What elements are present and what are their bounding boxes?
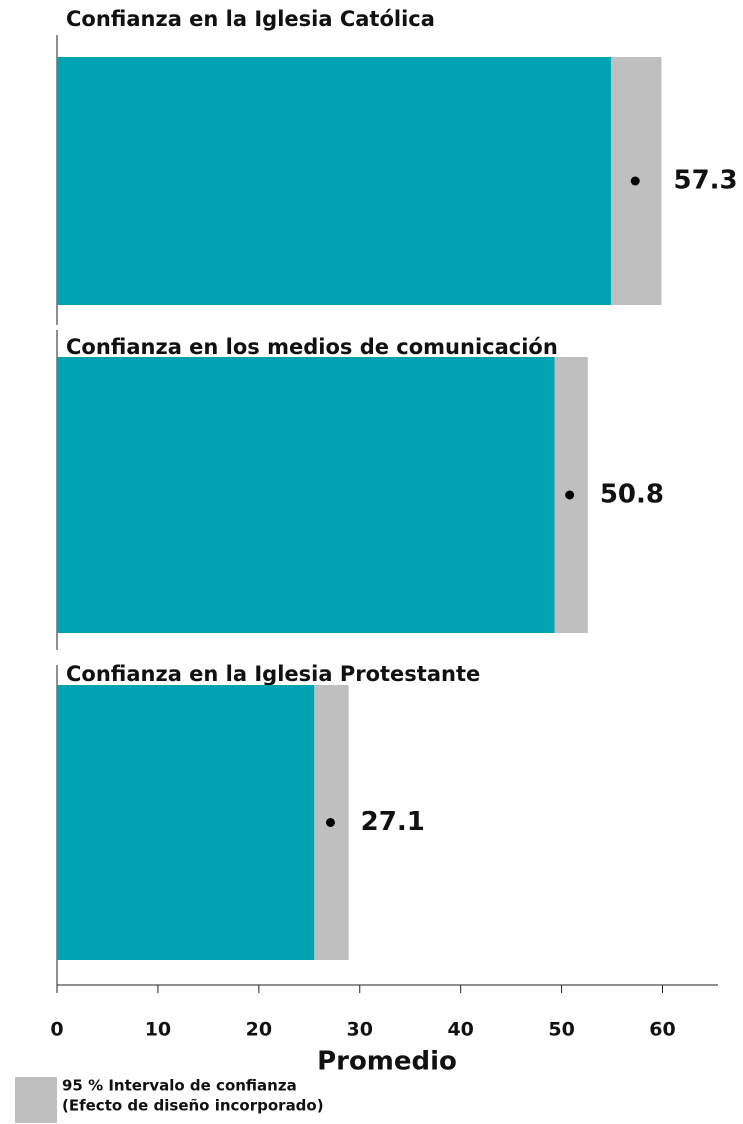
x-tick-label: 0 bbox=[50, 1019, 63, 1041]
point-estimate bbox=[630, 176, 640, 186]
panel-title: Confianza en la Iglesia Protestante bbox=[66, 662, 480, 686]
legend-label: 95 % Intervalo de confianza bbox=[62, 1077, 297, 1095]
x-tick-label: 40 bbox=[447, 1019, 473, 1041]
x-tick-label: 60 bbox=[649, 1019, 675, 1041]
bar bbox=[57, 57, 612, 305]
x-tick-label: 30 bbox=[347, 1019, 373, 1041]
bar bbox=[57, 685, 315, 960]
x-tick-label: 50 bbox=[548, 1019, 574, 1041]
x-tick-label: 20 bbox=[246, 1019, 272, 1041]
value-label: 50.8 bbox=[600, 480, 664, 510]
legend-label: (Efecto de diseño incorporado) bbox=[62, 1097, 324, 1115]
x-tick-label: 10 bbox=[145, 1019, 171, 1041]
value-label: 27.1 bbox=[361, 807, 425, 837]
point-estimate bbox=[325, 818, 335, 827]
panel-title: Confianza en la Iglesia Católica bbox=[66, 7, 435, 31]
value-label: 57.3 bbox=[673, 166, 737, 196]
legend-swatch bbox=[15, 1077, 57, 1123]
panel-title: Confianza en los medios de comunicación bbox=[66, 335, 558, 359]
bar bbox=[57, 357, 555, 633]
x-axis-label: Promedio bbox=[317, 1047, 457, 1077]
point-estimate bbox=[565, 490, 575, 500]
